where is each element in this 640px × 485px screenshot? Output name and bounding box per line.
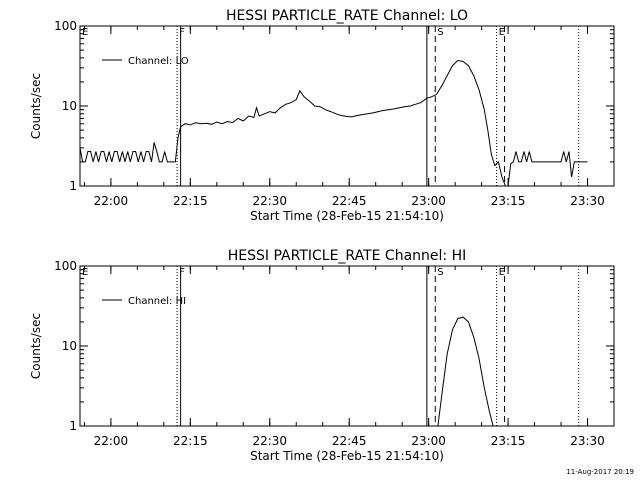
legend-label: Channel: HI	[128, 296, 186, 307]
event-marker-label: S	[437, 267, 443, 278]
event-marker-label: E	[82, 27, 88, 38]
y-tick-label: 100	[54, 19, 77, 33]
series-line	[79, 59, 588, 187]
x-tick-label: 23:30	[570, 194, 605, 208]
x-tick-label: 22:00	[94, 434, 129, 448]
legend-label: Channel: LO	[128, 56, 189, 67]
y-axis-label: Counts/sec	[29, 313, 43, 379]
event-marker-label: E	[499, 27, 505, 38]
x-tick-label: 22:15	[173, 434, 208, 448]
y-tick-label: 10	[62, 99, 77, 113]
event-marker-label: S	[437, 27, 443, 38]
event-marker-label: F	[179, 267, 185, 278]
chart-title: HESSI PARTICLE_RATE Channel: HI	[228, 248, 466, 264]
x-tick-label: 23:15	[491, 434, 526, 448]
y-tick-label: 100	[54, 259, 77, 273]
y-tick-label: 1	[69, 419, 77, 433]
x-tick-label: 22:45	[332, 434, 367, 448]
x-tick-label: 23:00	[411, 194, 446, 208]
event-marker-label: E	[499, 267, 505, 278]
x-tick-label: 22:15	[173, 194, 208, 208]
x-tick-label: 22:45	[332, 194, 367, 208]
y-axis-label: Counts/sec	[29, 73, 43, 139]
y-tick-label: 1	[69, 179, 77, 193]
x-tick-label: 22:30	[252, 434, 287, 448]
footer-timestamp: 11-Aug-2017 20:19	[566, 468, 634, 476]
event-marker-label: F	[179, 27, 185, 38]
x-tick-label: 23:30	[570, 434, 605, 448]
x-tick-label: 23:15	[491, 194, 526, 208]
x-axis-label: Start Time (28-Feb-15 21:54:10)	[250, 209, 444, 223]
y-tick-label: 10	[62, 339, 77, 353]
chart-title: HESSI PARTICLE_RATE Channel: LO	[226, 8, 468, 24]
x-tick-label: 22:00	[94, 194, 129, 208]
x-tick-label: 22:30	[252, 194, 287, 208]
plot-frame	[79, 265, 615, 427]
x-axis-label: Start Time (28-Feb-15 21:54:10)	[250, 449, 444, 463]
x-tick-label: 23:00	[411, 434, 446, 448]
series-line	[437, 316, 494, 427]
event-marker-label: E	[82, 267, 88, 278]
